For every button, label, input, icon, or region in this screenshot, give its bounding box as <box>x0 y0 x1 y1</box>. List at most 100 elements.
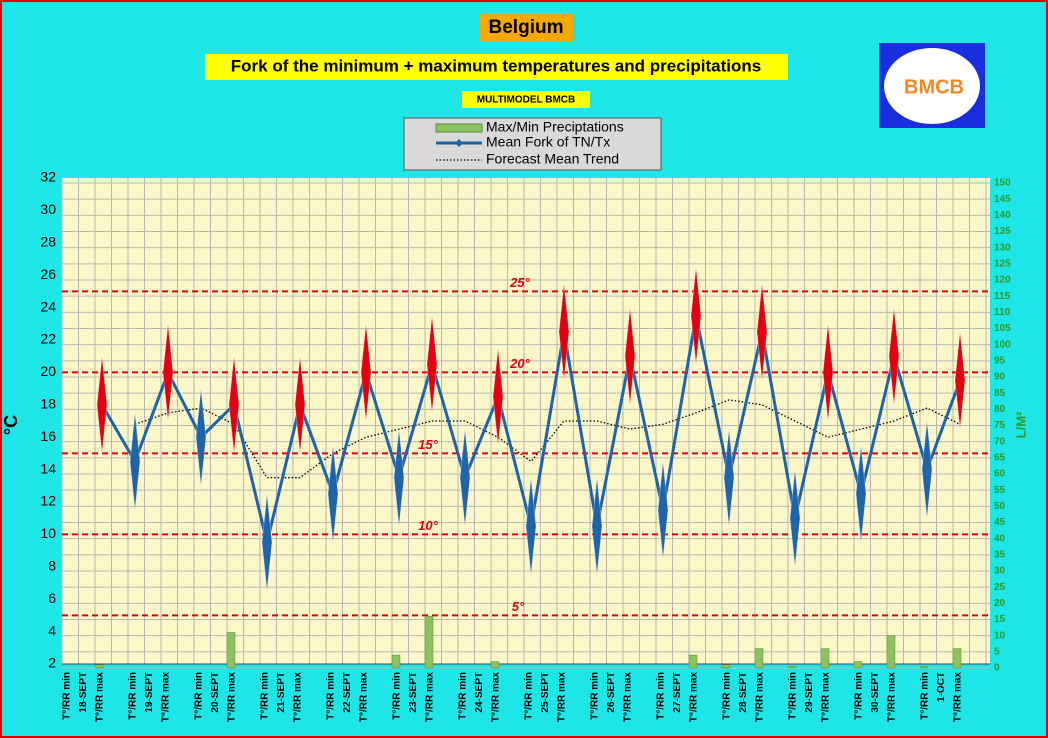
y2-tick-label: 145 <box>994 194 1011 205</box>
y2-tick-label: 30 <box>994 566 1006 577</box>
y2-tick-label: 65 <box>994 452 1006 463</box>
precip-bar <box>424 616 434 669</box>
y-tick-label: 28 <box>40 234 56 250</box>
x-tick-label: T°/RR max <box>953 672 964 723</box>
y2-tick-label: 85 <box>994 388 1006 399</box>
y-tick-label: 4 <box>48 622 56 638</box>
date-label: 27-SEPT <box>672 672 683 713</box>
precip-bar <box>886 635 896 669</box>
y2-tick-label: 50 <box>994 501 1006 512</box>
subtitle-box <box>205 54 788 80</box>
fork-marker <box>426 316 438 413</box>
y-tick-label: 8 <box>48 558 56 574</box>
x-tick-label: T°/RR min <box>326 672 337 720</box>
fork-marker <box>756 283 768 380</box>
x-tick-label: T°/RR min <box>194 672 205 720</box>
legend-swatch <box>435 123 483 133</box>
y2-tick-label: 10 <box>994 630 1006 641</box>
legend-label: Mean Fork of TN/Tx <box>486 134 610 150</box>
x-tick-label: T°/RR min <box>128 672 139 720</box>
date-label: 23-SEPT <box>408 672 419 713</box>
fork-marker <box>624 308 636 405</box>
y2-tick-label: 110 <box>994 307 1011 318</box>
y2-tick-label: 95 <box>994 355 1006 366</box>
x-tick-label: T°/RR max <box>161 672 172 723</box>
fork-marker <box>855 445 867 542</box>
y2-tick-label: 135 <box>994 226 1011 237</box>
x-tick-label: T°/RR min <box>524 672 535 720</box>
y2-tick-label: 35 <box>994 549 1006 560</box>
reference-label: 25° <box>509 275 530 290</box>
precip-bar <box>490 661 500 669</box>
y2-tick-label: 140 <box>994 210 1011 221</box>
y-tick-label: 24 <box>40 298 56 314</box>
x-tick-label: T°/RR min <box>788 672 799 720</box>
x-tick-label: T°/RR min <box>590 672 601 720</box>
fork-marker <box>657 462 669 559</box>
x-tick-label: T°/RR max <box>95 672 106 723</box>
fork-marker <box>723 429 735 526</box>
y-tick-label: 18 <box>40 396 56 412</box>
fork-marker <box>129 413 141 510</box>
date-label: 18-SEPT <box>78 672 89 713</box>
precip-bar <box>721 664 731 669</box>
date-label: 20-SEPT <box>210 672 221 713</box>
x-tick-label: T°/RR max <box>425 672 436 723</box>
y2-tick-label: 105 <box>994 323 1011 334</box>
y2-tick-label: 5 <box>994 646 1000 657</box>
y2-axis-label: L/M² <box>1013 411 1028 438</box>
y2-tick-label: 120 <box>994 275 1011 286</box>
x-tick-label: T°/RR max <box>821 672 832 723</box>
y2-tick-label: 55 <box>994 485 1006 496</box>
reference-label: 15° <box>418 437 438 452</box>
fork-marker <box>162 324 174 421</box>
date-label: 25-SEPT <box>540 672 551 713</box>
y2-tick-label: 90 <box>994 372 1006 383</box>
source-box <box>462 91 590 108</box>
precip-bar <box>820 648 830 669</box>
y-tick-label: 22 <box>40 331 56 347</box>
source: MULTIMODEL BMCB <box>477 95 576 106</box>
y-tick-label: 16 <box>40 428 56 444</box>
x-tick-label: T°/RR min <box>854 672 865 720</box>
fork-marker <box>459 429 471 526</box>
fork-marker <box>591 478 603 575</box>
x-tick-label: T°/RR max <box>491 672 502 723</box>
y2-tick-label: 20 <box>994 598 1006 609</box>
x-tick-label: T°/RR max <box>623 672 634 723</box>
x-tick-label: T°/RR min <box>722 672 733 720</box>
fork-marker <box>195 389 207 486</box>
y-tick-label: 30 <box>40 201 56 217</box>
title-box <box>480 13 573 42</box>
chart-title: Belgium <box>489 17 564 38</box>
y2-tick-label: 0 <box>994 663 1000 674</box>
fork-marker <box>525 478 537 575</box>
y-tick-label: 26 <box>40 266 56 282</box>
x-tick-label: T°/RR max <box>227 672 238 723</box>
legend-label: Forecast Mean Trend <box>486 151 619 167</box>
precip-bar <box>391 654 401 669</box>
legend-label: Max/Min Preciptations <box>486 119 624 135</box>
x-tick-label: T°/RR min <box>392 672 403 720</box>
x-tick-label: T°/RR max <box>293 672 304 723</box>
precip-bar <box>787 666 797 669</box>
y2-tick-label: 70 <box>994 436 1006 447</box>
date-label: 19-SEPT <box>144 672 155 713</box>
fork-marker <box>327 445 339 542</box>
y2-tick-label: 100 <box>994 339 1011 350</box>
precip-bar <box>754 648 764 669</box>
x-tick-label: T°/RR min <box>656 672 667 720</box>
fork-marker <box>393 429 405 526</box>
x-tick-label: T°/RR max <box>887 672 898 723</box>
fork-marker <box>294 356 306 453</box>
fork-marker <box>261 494 273 591</box>
date-label: 24-SEPT <box>474 672 485 713</box>
y2-tick-label: 15 <box>994 614 1006 625</box>
date-label: 22-SEPT <box>342 672 353 713</box>
date-label: 1-OCT <box>936 672 947 702</box>
logo-ellipse <box>884 48 980 124</box>
y-tick-label: 10 <box>40 525 56 541</box>
fork-marker <box>492 348 504 445</box>
x-tick-label: T°/RR max <box>557 672 568 723</box>
y-tick-label: 32 <box>40 169 56 185</box>
